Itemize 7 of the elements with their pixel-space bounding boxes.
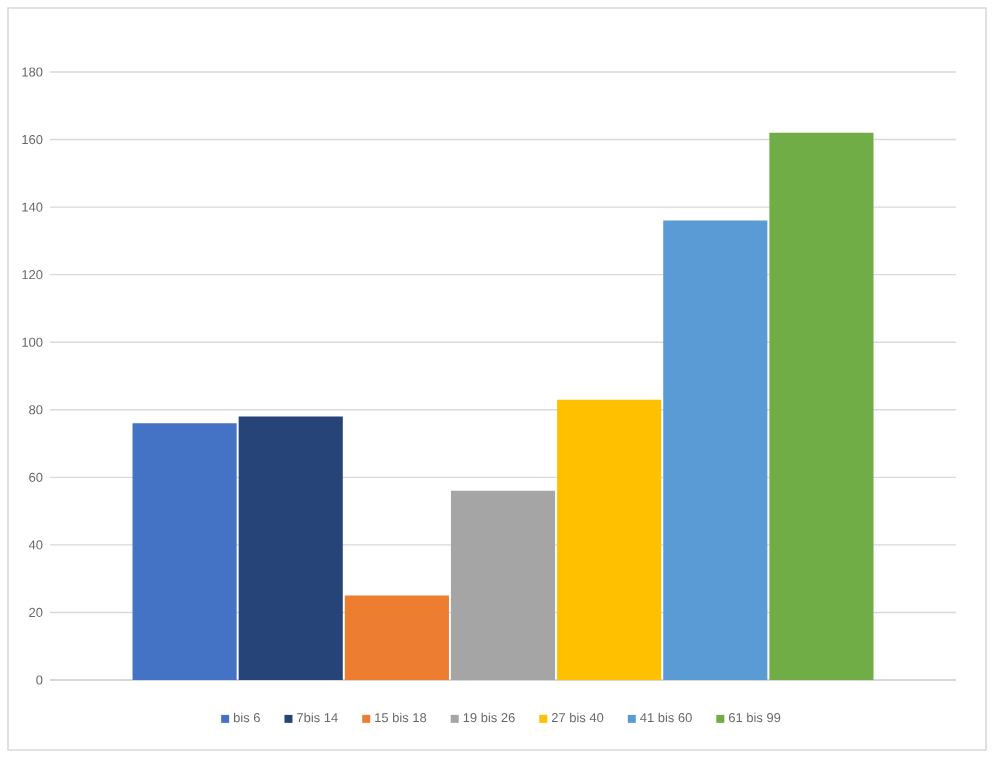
bar <box>132 423 237 680</box>
bar <box>769 132 874 680</box>
bar <box>663 220 768 680</box>
bar <box>238 416 343 680</box>
bar <box>344 595 449 680</box>
bar <box>557 399 662 680</box>
bar <box>450 490 556 680</box>
